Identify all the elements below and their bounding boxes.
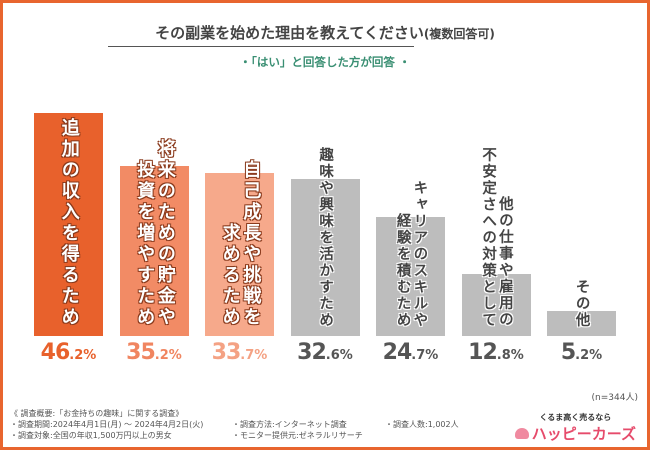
bar-7: [547, 310, 616, 336]
bar-label-4: 趣味や興味を活かすため: [317, 146, 334, 329]
chart-title: その副業を始めた理由を教えてください(複数回答可): [0, 22, 650, 43]
sample-size: (n=344人): [591, 393, 638, 403]
bar-2: [119, 166, 189, 336]
bar-label-2: 将来のための貯金や 投資を増やすため: [134, 139, 176, 328]
value-decimal: .2%: [154, 348, 182, 363]
value-decimal: .2%: [69, 348, 97, 363]
bar-label-line: 将来のための貯金や: [154, 139, 176, 328]
value-decimal: .6%: [325, 348, 353, 363]
bar-label-3: 自己成長や挑戦を 求めるため: [219, 160, 262, 328]
bar-label-6: 他の仕事や雇用の 不安定さへの対策として: [480, 147, 513, 329]
bar-6: [461, 274, 531, 336]
bar-label-5: キャリアのスキルや 経験を積むため: [394, 179, 428, 329]
value-integer: 24: [382, 340, 413, 365]
value-integer: 5: [560, 340, 576, 365]
bar-label-line: キャリアのスキルや: [411, 179, 428, 329]
brand-logo: くるま高く売るなら ハッピーカーズ: [514, 412, 636, 444]
bar-label-line: 追加の収入を得るため: [58, 118, 80, 328]
value-decimal: .2%: [575, 348, 603, 363]
bar-4: [290, 178, 360, 336]
note-count: ・調査人数:1,002人: [385, 420, 459, 429]
title-suffix: (複数回答可): [423, 27, 495, 41]
chart-subtitle: ・「はい」と回答した方が回答 ・: [239, 55, 411, 69]
bar-label-1: 追加の収入を得るため: [58, 118, 80, 328]
value-integer: 35: [126, 340, 156, 365]
value-integer: 32: [297, 340, 327, 365]
note-method: ・調査方法:インターネット調査: [232, 420, 347, 429]
value-integer: 33: [211, 340, 242, 365]
bar-label-7: その他: [573, 279, 590, 329]
bar-5: [376, 216, 445, 336]
value-integer: 12: [468, 340, 498, 365]
bar-label-line: その他: [573, 278, 590, 329]
value-decimal: .7%: [240, 348, 268, 363]
value-label-5: 24.7%: [368, 340, 453, 365]
note-target: ・調査対象:全国の年収1,500万円以上の男女: [10, 431, 172, 440]
note-provider: ・モニター提供元:ゼネラルリサーチ: [232, 431, 363, 440]
bar-label-line: 求めるため: [219, 223, 241, 328]
value-decimal: .8%: [496, 348, 524, 363]
bar-label-line: 投資を増やすため: [134, 160, 156, 328]
value-label-7: 5.2%: [539, 340, 624, 365]
bar-label-line: 他の仕事や雇用の: [496, 196, 513, 328]
bar-label-line: 経験を積むため: [394, 212, 411, 329]
value-label-3: 33.7%: [197, 340, 282, 365]
logo-mascot-icon: [514, 428, 529, 439]
value-label-6: 12.8%: [454, 340, 539, 365]
title-divider: [108, 46, 414, 47]
logo-name: ハッピーカーズ: [531, 425, 636, 443]
value-label-2: 35.2%: [112, 340, 197, 365]
note-period: ・調査期間:2024年4月1日(月) 〜 2024年4月2日(火): [10, 420, 204, 429]
value-integer: 46: [40, 340, 71, 365]
value-label-1: 46.2%: [26, 340, 111, 365]
bar-3: [205, 173, 274, 336]
logo-tagline: くるま高く売るなら: [539, 413, 612, 422]
value-label-4: 32.6%: [283, 340, 368, 365]
bar-label-line: 自己成長や挑戦を: [240, 160, 262, 328]
note-overview: 《 調査概要:「お金持ちの趣味」に関する調査》: [10, 409, 184, 418]
bar-label-line: 趣味や興味を活かすため: [317, 146, 334, 329]
title-text: その副業を始めた理由を教えてください: [155, 24, 424, 42]
logo-name-row: ハッピーカーズ: [514, 423, 636, 444]
value-decimal: .7%: [411, 348, 439, 363]
bar-label-line: 不安定さへの対策として: [480, 146, 497, 329]
bar-1: [34, 113, 103, 336]
